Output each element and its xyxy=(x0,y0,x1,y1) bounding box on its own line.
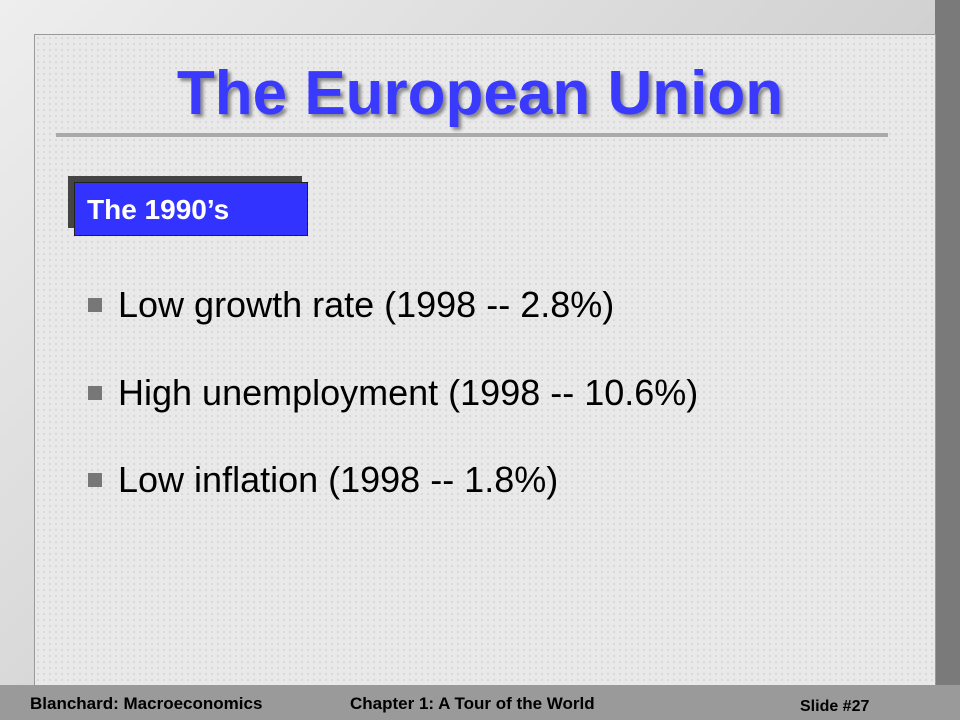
frame-bevel xyxy=(935,0,960,720)
footer-left: Blanchard: Macroeconomics xyxy=(30,694,263,713)
title-rule xyxy=(56,133,888,137)
slide-body xyxy=(34,34,936,686)
bullet-text: High unemployment (1998 -- 10.6%) xyxy=(118,372,699,413)
section-label: The 1990’s xyxy=(74,182,308,236)
frame-bevel xyxy=(0,685,960,720)
footer-right: Slide #27 xyxy=(800,698,870,715)
bullet-text: Low growth rate (1998 -- 2.8%) xyxy=(118,284,615,325)
bullet-text: Low inflation (1998 -- 1.8%) xyxy=(118,459,559,500)
title: The European Union xyxy=(176,59,784,128)
footer-center: Chapter 1: A Tour of the World xyxy=(350,694,595,713)
